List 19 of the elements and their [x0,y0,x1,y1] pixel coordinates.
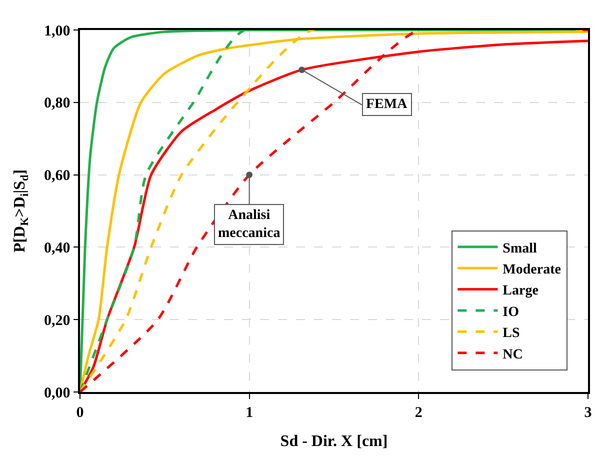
y-tick-label: 0,20 [44,312,70,329]
x-axis-title: Sd - Dir. X [cm] [280,432,388,450]
legend-label: Moderate [502,262,561,278]
legend-label: NC [502,347,523,362]
x-tick-label: 1 [246,404,254,421]
y-tick-label: 1,00 [44,23,70,40]
legend-label: IO [502,304,520,320]
annotation: FEMA [366,97,408,112]
y-tick-label: 0,80 [44,96,70,112]
x-tick-label: 3 [584,404,592,421]
legend-label: LS [502,326,520,342]
annotation: Analisi meccanica [218,208,280,242]
y-tick-label: 0,60 [44,168,70,184]
x-tick-label: 2 [414,404,422,421]
legend-label: Large [502,284,538,299]
y-tick-label: 0,40 [44,240,70,256]
y-tick-label: 0,00 [44,385,70,402]
x-tick-label: 0 [76,404,84,421]
legend-label: Small [502,241,538,256]
